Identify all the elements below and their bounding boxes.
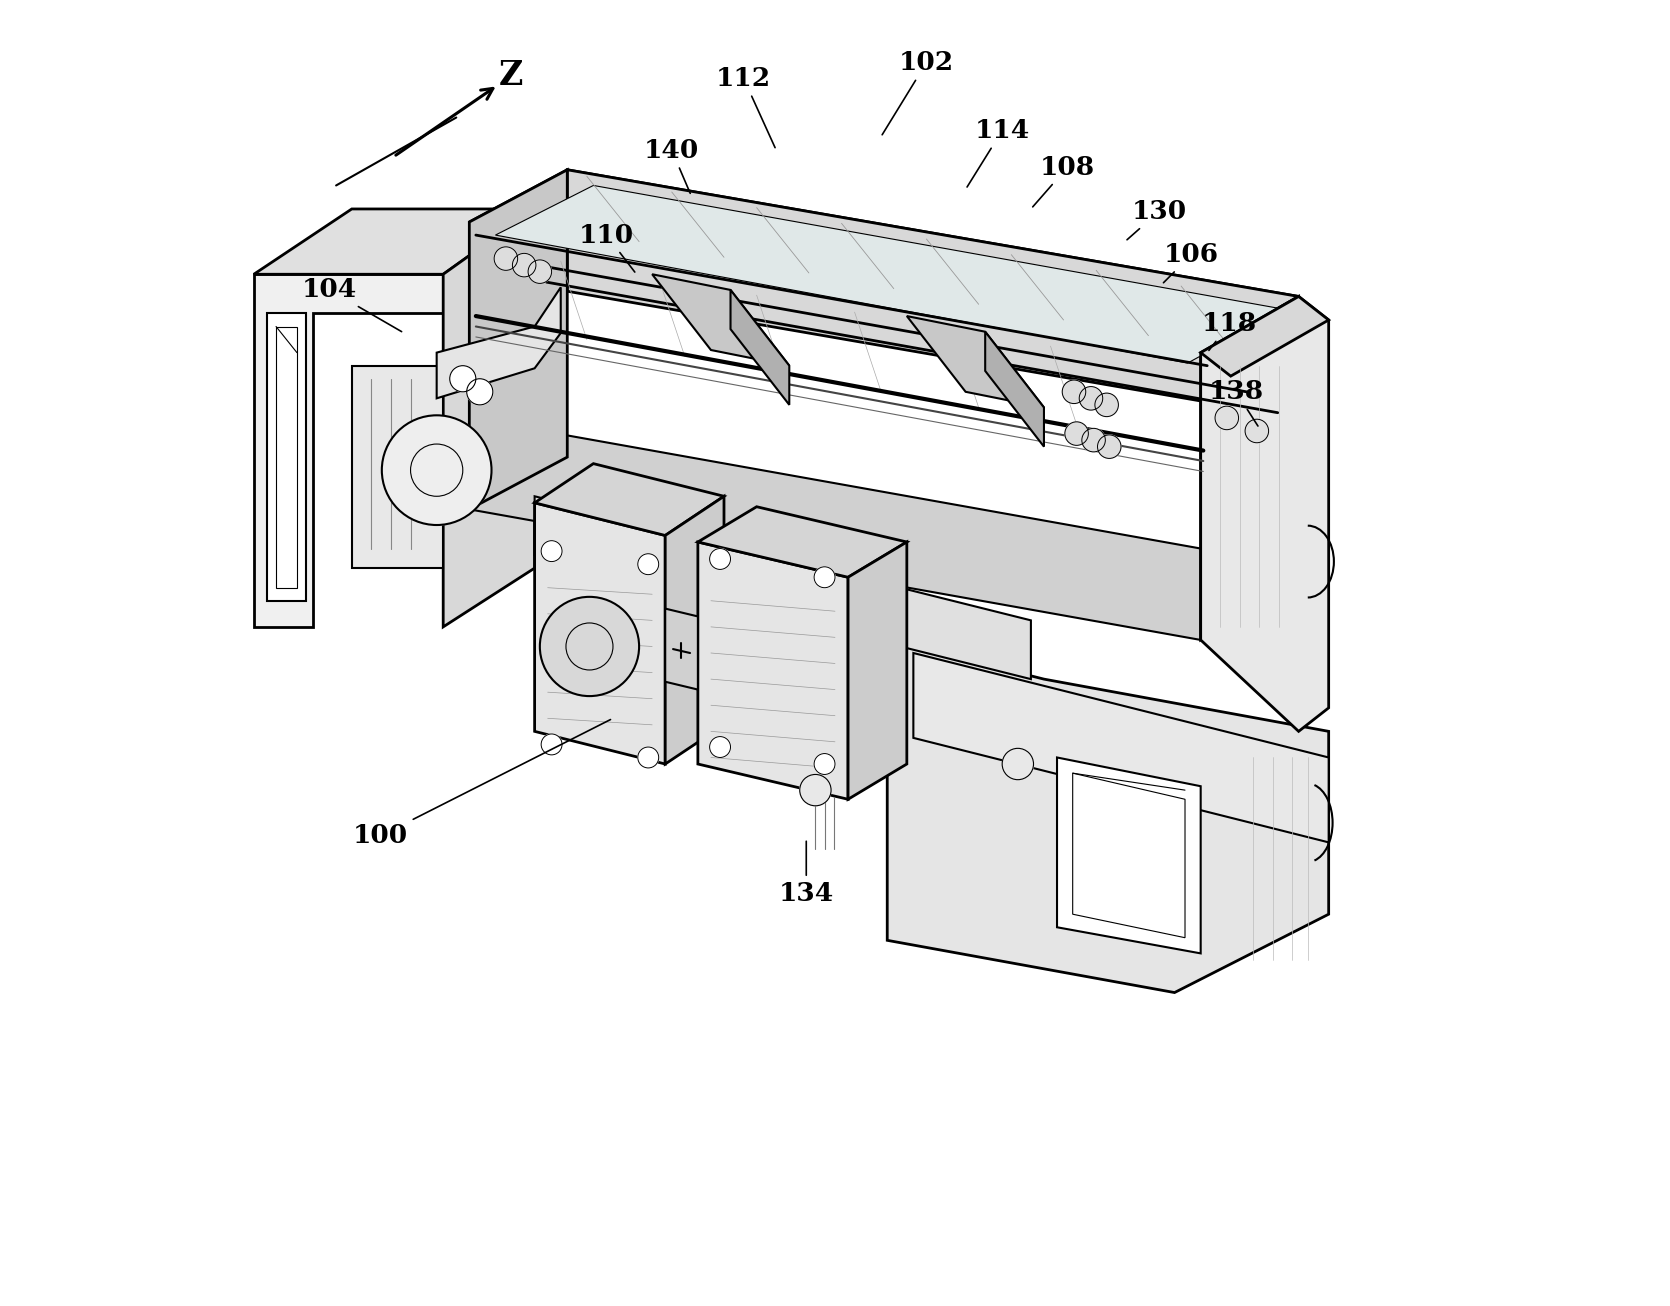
Circle shape (1216, 406, 1239, 430)
Text: 104: 104 (302, 277, 401, 332)
Circle shape (528, 260, 551, 283)
Polygon shape (469, 170, 568, 509)
Text: 138: 138 (1209, 379, 1264, 426)
Circle shape (1062, 380, 1086, 404)
Circle shape (1097, 435, 1121, 458)
Text: 130: 130 (1127, 199, 1186, 240)
Circle shape (710, 737, 730, 757)
Circle shape (638, 747, 658, 768)
Polygon shape (730, 290, 790, 405)
Polygon shape (698, 507, 907, 577)
Polygon shape (469, 418, 1201, 640)
Polygon shape (443, 209, 534, 627)
Polygon shape (653, 274, 790, 366)
Text: 112: 112 (716, 65, 775, 148)
Polygon shape (469, 170, 1299, 353)
Polygon shape (907, 316, 1044, 407)
Circle shape (1096, 393, 1119, 417)
Circle shape (1082, 428, 1106, 452)
Text: 114: 114 (967, 118, 1030, 187)
Circle shape (813, 567, 835, 588)
Polygon shape (254, 209, 534, 274)
Polygon shape (1057, 757, 1201, 953)
Text: Z: Z (499, 59, 523, 93)
Polygon shape (665, 609, 698, 690)
Text: 118: 118 (1202, 311, 1258, 350)
Circle shape (541, 734, 563, 755)
Polygon shape (698, 542, 848, 799)
Polygon shape (1201, 296, 1329, 731)
Circle shape (800, 774, 832, 806)
Text: 100: 100 (352, 720, 611, 849)
Circle shape (466, 379, 493, 405)
Polygon shape (887, 640, 1329, 993)
Polygon shape (496, 185, 1286, 363)
Polygon shape (1201, 296, 1329, 376)
Polygon shape (1201, 296, 1299, 640)
Polygon shape (254, 274, 443, 627)
Polygon shape (534, 464, 725, 535)
Polygon shape (267, 313, 306, 601)
Polygon shape (436, 287, 561, 398)
Text: 110: 110 (579, 222, 635, 272)
Circle shape (539, 597, 640, 696)
Polygon shape (848, 542, 907, 799)
Circle shape (1079, 387, 1102, 410)
Text: 106: 106 (1164, 242, 1219, 282)
Polygon shape (985, 332, 1044, 447)
Circle shape (638, 554, 658, 575)
Circle shape (1065, 422, 1089, 445)
Circle shape (513, 253, 536, 277)
Circle shape (813, 754, 835, 774)
Polygon shape (665, 496, 725, 764)
Polygon shape (352, 366, 443, 568)
Text: 134: 134 (778, 841, 833, 906)
Circle shape (1246, 419, 1269, 443)
Text: 108: 108 (1032, 154, 1096, 206)
Polygon shape (568, 170, 1299, 418)
Polygon shape (534, 503, 665, 764)
Circle shape (382, 415, 491, 525)
Circle shape (1002, 748, 1034, 780)
Circle shape (494, 247, 518, 270)
Polygon shape (913, 653, 1329, 842)
Polygon shape (534, 496, 1030, 679)
Text: 140: 140 (645, 137, 700, 193)
Circle shape (710, 549, 730, 569)
Circle shape (449, 366, 476, 392)
Text: 102: 102 (882, 50, 954, 135)
Circle shape (541, 541, 563, 562)
